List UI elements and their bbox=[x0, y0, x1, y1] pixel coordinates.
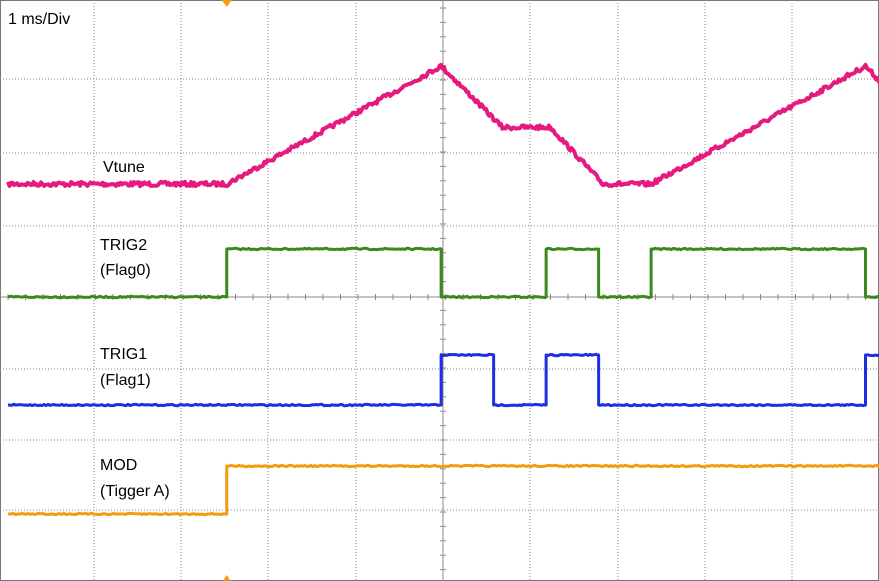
trace-label-mod: MOD bbox=[100, 457, 137, 474]
trace-label-vtune: Vtune bbox=[103, 159, 145, 176]
trace-trig1 bbox=[7, 352, 879, 408]
traces bbox=[6, 62, 879, 517]
trace-label-trig2: (Flag0) bbox=[100, 262, 151, 279]
trace-label-trig1: (Flag1) bbox=[100, 372, 151, 389]
trace-vtune bbox=[6, 62, 879, 189]
trigger-marker-top bbox=[221, 0, 232, 7]
trace-label-mod: (Tigger A) bbox=[100, 483, 170, 500]
trace-label-trig2: TRIG2 bbox=[100, 237, 147, 254]
trigger-marker-bottom bbox=[222, 575, 231, 581]
timebase-label: 1 ms/Div bbox=[8, 11, 70, 28]
trace-trig2 bbox=[7, 246, 879, 300]
trace-mod bbox=[7, 463, 879, 517]
labels: Vtune TRIG2 (Flag0) TRIG1 (Flag1) MOD (Tigger … bbox=[100, 159, 170, 500]
trace-label-trig1: TRIG1 bbox=[100, 346, 147, 363]
